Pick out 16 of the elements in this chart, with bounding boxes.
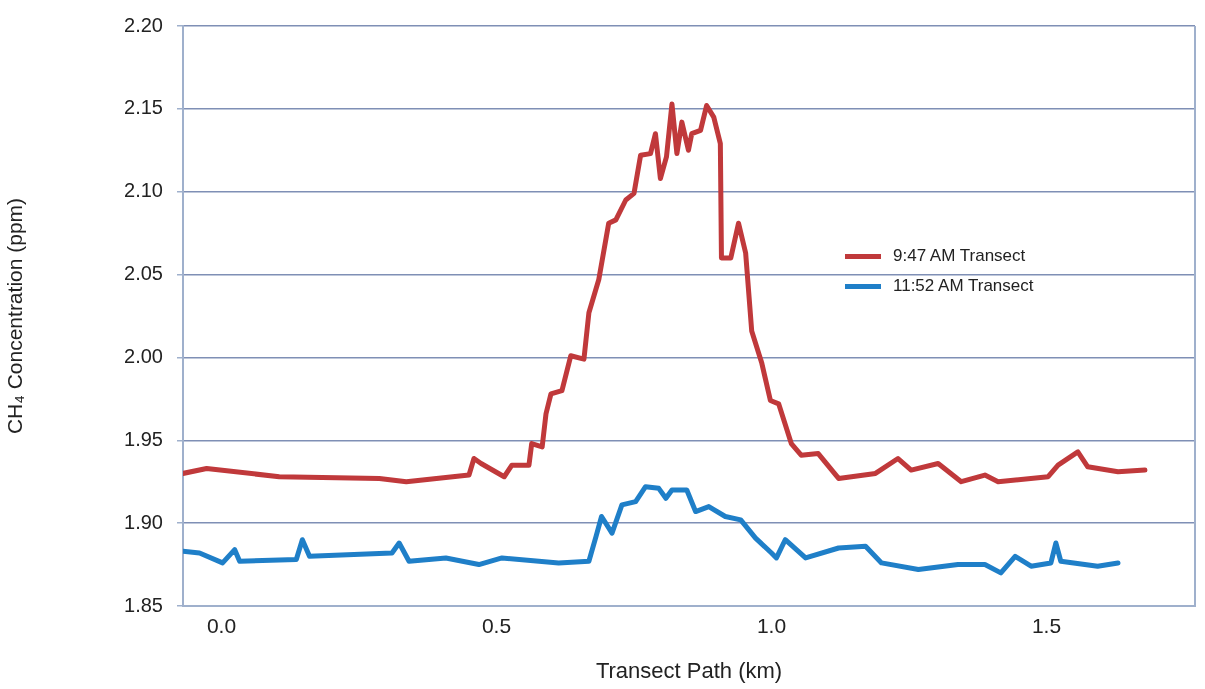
x-axis-title: Transect Path (km) — [595, 657, 783, 683]
y-tick-label: 2.20 — [124, 13, 163, 36]
x-tick-label: 0.0 — [206, 614, 237, 638]
x-tick-label: 1.0 — [756, 614, 787, 638]
legend-label: 9:47 AM Transect — [893, 246, 1026, 266]
y-tick-label: 1.95 — [124, 427, 163, 450]
legend-label: 11:52 AM Transect — [893, 276, 1034, 296]
y-tick-label: 2.10 — [124, 179, 163, 202]
y-tick-label: 1.90 — [124, 510, 163, 533]
x-tick-label: 1.5 — [1031, 614, 1062, 638]
y-tick-label: 2.15 — [124, 96, 163, 119]
y-tick-label: 1.85 — [124, 593, 163, 616]
y-tick-label: 2.05 — [124, 262, 163, 285]
y-tick-label: 2.00 — [124, 344, 163, 367]
x-tick-label: 0.5 — [481, 614, 512, 638]
y-axis-title: CH₄ Concentration (ppm) — [3, 197, 27, 435]
